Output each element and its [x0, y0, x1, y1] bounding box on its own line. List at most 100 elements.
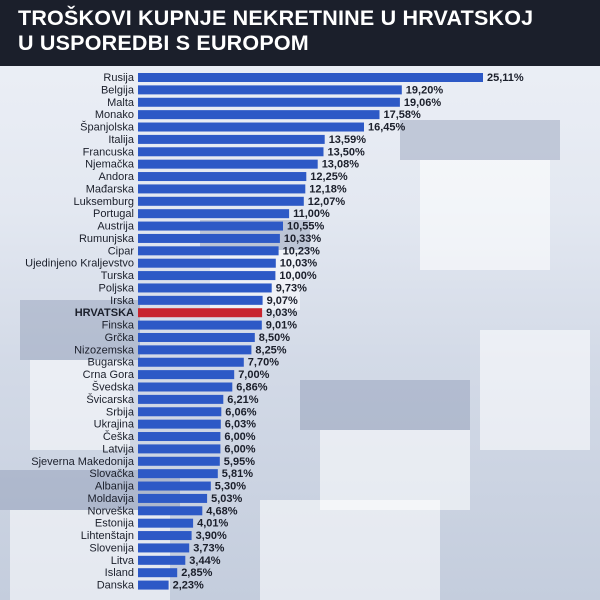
bar-7 [138, 159, 318, 169]
value-label-12: 10,55% [287, 221, 325, 233]
category-label-41: Danska [97, 580, 135, 592]
category-label-37: Lihtenštajn [81, 530, 134, 542]
value-label-19: 9,03% [266, 307, 297, 319]
value-label-8: 12,25% [310, 171, 348, 183]
bar-37 [138, 531, 192, 541]
category-label-21: Grčka [105, 332, 135, 344]
value-label-29: 6,00% [224, 431, 255, 443]
value-label-10: 12,07% [308, 196, 346, 208]
chart-title-line2: U USPOREDBI S EUROPOM [18, 31, 309, 55]
bar-0 [138, 73, 483, 82]
category-label-5: Italija [108, 134, 135, 146]
value-label-38: 3,73% [193, 542, 224, 554]
value-label-37: 3,90% [196, 530, 227, 542]
category-label-0: Rusija [103, 72, 134, 84]
category-label-34: Moldavija [88, 493, 135, 505]
category-label-10: Luksemburg [73, 196, 134, 208]
category-label-11: Portugal [93, 208, 134, 220]
category-label-1: Belgija [101, 84, 135, 96]
bar-17 [138, 283, 272, 293]
value-label-18: 9,07% [267, 295, 298, 307]
bar-6 [138, 147, 324, 157]
bar-2 [138, 97, 400, 107]
value-label-14: 10,23% [283, 245, 321, 257]
category-label-25: Švedska [92, 381, 135, 394]
bar-32 [138, 469, 218, 479]
value-label-30: 6,00% [224, 443, 255, 455]
value-label-5: 13,59% [329, 134, 367, 146]
category-label-38: Slovenija [89, 542, 135, 554]
chart-title: TROŠKOVI KUPNJE NEKRETNINE U HRVATSKOJ U… [18, 6, 588, 56]
value-label-15: 10,03% [280, 258, 318, 270]
bar-14 [138, 246, 279, 256]
bar-40 [138, 568, 178, 578]
category-label-19: HRVATSKA [75, 307, 134, 319]
value-label-2: 19,06% [404, 97, 442, 109]
category-label-15: Ujedinjeno Kraljevstvo [25, 258, 134, 270]
bar-9 [138, 184, 306, 194]
bar-1 [138, 85, 402, 95]
chart-title-line1: TROŠKOVI KUPNJE NEKRETNINE U HRVATSKOJ [18, 6, 534, 30]
category-label-29: Češka [103, 430, 135, 443]
bar-27 [138, 407, 222, 417]
value-label-23: 7,70% [248, 357, 279, 369]
title-banner: TROŠKOVI KUPNJE NEKRETNINE U HRVATSKOJ U… [0, 0, 600, 66]
category-label-3: Monako [95, 109, 134, 121]
value-label-20: 9,01% [266, 320, 297, 332]
category-label-39: Litva [111, 555, 135, 567]
category-label-33: Albanija [95, 481, 135, 493]
bar-16 [138, 271, 276, 281]
value-label-0: 25,11% [487, 72, 524, 84]
bar-18 [138, 295, 263, 305]
value-label-36: 4,01% [197, 518, 228, 530]
value-label-11: 11,00% [293, 208, 330, 220]
bar-28 [138, 419, 221, 429]
bar-38 [138, 543, 190, 553]
bar-39 [138, 555, 186, 565]
category-label-8: Andora [99, 171, 135, 183]
value-label-39: 3,44% [189, 555, 220, 567]
bar-34 [138, 493, 208, 503]
value-label-17: 9,73% [276, 282, 307, 294]
value-label-6: 13,50% [328, 146, 366, 158]
category-label-28: Ukrajina [94, 419, 135, 431]
bar-13 [138, 233, 280, 243]
bar-21 [138, 332, 255, 342]
category-label-36: Estonija [95, 518, 135, 530]
value-label-1: 19,20% [406, 84, 444, 96]
bar-30 [138, 444, 221, 454]
bar-29 [138, 432, 221, 442]
bar-31 [138, 456, 220, 466]
bar-12 [138, 221, 283, 231]
category-label-20: Finska [102, 320, 135, 332]
category-label-22: Nizozemska [74, 344, 135, 356]
category-label-13: Rumunjska [79, 233, 135, 245]
bar-4 [138, 122, 364, 132]
bar-3 [138, 110, 380, 120]
value-label-35: 4,68% [206, 505, 237, 517]
value-label-16: 10,00% [279, 270, 317, 282]
bar-10 [138, 196, 304, 206]
value-label-33: 5,30% [215, 481, 246, 493]
bar-5 [138, 134, 325, 144]
value-label-9: 12,18% [309, 183, 347, 195]
value-label-27: 6,06% [225, 406, 256, 418]
category-label-7: Njemačka [85, 159, 135, 171]
bar-19 [138, 308, 263, 318]
category-label-12: Austrija [97, 221, 135, 233]
category-label-40: Island [105, 567, 134, 579]
bar-33 [138, 481, 211, 491]
bar-24 [138, 370, 235, 380]
value-label-31: 5,95% [224, 456, 255, 468]
bar-20 [138, 320, 262, 330]
category-label-32: Slovačka [89, 468, 135, 480]
value-label-25: 6,86% [236, 382, 267, 394]
bar-26 [138, 394, 224, 404]
bar-25 [138, 382, 233, 392]
value-label-13: 10,33% [284, 233, 322, 245]
category-label-31: Sjeverna Makedonija [31, 456, 135, 468]
category-label-9: Mađarska [86, 183, 135, 195]
bar-22 [138, 345, 252, 355]
value-label-41: 2,23% [173, 580, 204, 592]
